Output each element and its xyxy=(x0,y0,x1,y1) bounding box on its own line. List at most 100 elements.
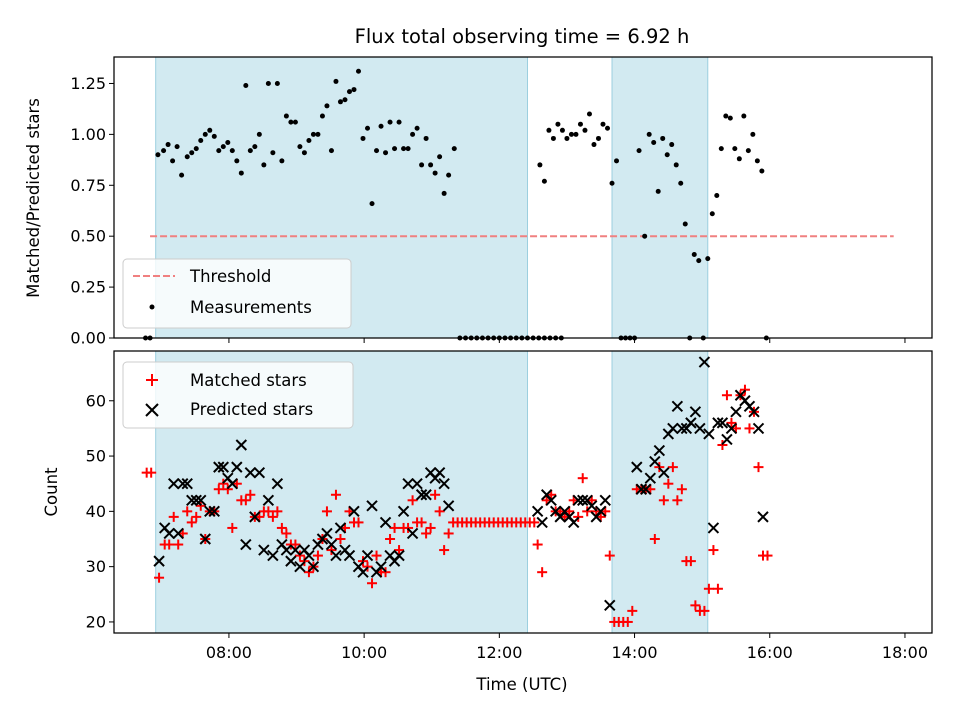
x-tick-label: 10:00 xyxy=(341,643,387,662)
x-axis-label: Time (UTC) xyxy=(475,675,567,694)
measurement-point xyxy=(265,80,271,86)
measurement-point xyxy=(378,123,384,129)
predicted-stars-point xyxy=(366,500,378,512)
counts-legend-box xyxy=(122,361,354,429)
predicted-stars-point xyxy=(635,483,648,495)
measurement-point xyxy=(342,97,348,103)
counts-legend: Matched stars Predicted stars xyxy=(122,361,354,429)
measurement-point xyxy=(664,152,670,158)
predicted-stars-point xyxy=(725,422,738,435)
measurement-point xyxy=(207,127,213,133)
measurement-point xyxy=(174,144,180,150)
measurements-legend-label: Measurements xyxy=(190,298,312,317)
matched-stars-point xyxy=(272,506,283,517)
matched-stars-point xyxy=(326,545,337,556)
matched-stars-point xyxy=(685,556,696,567)
matched-stars-point xyxy=(182,506,193,517)
predicted-stars-point xyxy=(595,505,607,518)
predicted-stars-point xyxy=(153,555,165,567)
matched-stars-point xyxy=(667,462,678,473)
predicted-stars-point xyxy=(707,522,720,534)
measurement-point xyxy=(432,170,438,176)
measurement-point xyxy=(229,148,235,154)
predicted-stars-point xyxy=(667,422,679,435)
measurement-point xyxy=(754,158,760,164)
measurement-point xyxy=(292,119,298,125)
predicted-stars-point xyxy=(348,505,360,518)
matched-stars-point xyxy=(330,489,341,500)
matched-stars-point xyxy=(353,517,364,528)
matched-stars-point xyxy=(690,600,701,611)
measurement-point xyxy=(184,154,190,160)
x-tick-label: 08:00 xyxy=(206,643,252,662)
predicted-stars-point xyxy=(181,477,193,490)
predicted-stars-point xyxy=(357,566,369,578)
predicted-stars-point xyxy=(217,461,229,473)
matched-stars-point xyxy=(577,473,588,484)
ratio-y-axis: 0.00 0.25 0.50 0.75 1.00 1.25 xyxy=(70,74,114,348)
y-tick-label: 0.75 xyxy=(70,176,106,195)
matched-stars-point xyxy=(222,484,233,495)
matched-stars-point xyxy=(186,517,197,528)
predicted-stars-point xyxy=(199,533,211,545)
measurement-point xyxy=(437,154,443,160)
matched-stars-point xyxy=(537,567,548,578)
matched-stars-point xyxy=(245,489,256,500)
measurement-point xyxy=(306,137,312,143)
measurement-point xyxy=(718,146,724,152)
predicted-stars-point xyxy=(343,549,356,562)
predicted-stars-point xyxy=(244,466,257,479)
measurement-point xyxy=(714,192,720,198)
predicted-stars-point xyxy=(379,516,392,529)
predicted-stars-point xyxy=(420,489,432,501)
measurement-point xyxy=(355,68,361,74)
predicted-stars-point xyxy=(406,527,419,540)
matched-stars-point xyxy=(164,539,175,550)
predicted-stars-point xyxy=(721,433,733,446)
measurement-point xyxy=(732,146,738,152)
measurement-point xyxy=(446,172,452,178)
measurement-point xyxy=(369,201,375,207)
measurement-point xyxy=(614,158,620,164)
measurement-point xyxy=(428,162,434,168)
measurement-point xyxy=(234,158,240,164)
matched-stars-point xyxy=(367,578,378,589)
y-tick-label: 0.50 xyxy=(70,227,106,246)
counts-y-axis-label: Count xyxy=(42,467,61,517)
predicted-stars-point xyxy=(195,494,207,507)
matched-stars-point xyxy=(407,495,418,506)
y-tick-label: 0.00 xyxy=(70,329,106,348)
matched-stars-point xyxy=(371,550,382,561)
matched-stars-point xyxy=(604,550,615,561)
measurement-point xyxy=(283,113,289,119)
measurement-point xyxy=(609,180,615,186)
x-tick-label: 12:00 xyxy=(476,643,522,662)
predicted-stars-point xyxy=(572,494,584,507)
predicted-stars-point xyxy=(208,505,220,518)
predicted-stars-point xyxy=(177,477,189,490)
measurement-point xyxy=(252,144,258,150)
matched-stars-point xyxy=(195,500,206,511)
measurement-point xyxy=(165,142,171,148)
matched-stars-point xyxy=(582,506,593,517)
matched-stars-point xyxy=(294,550,305,561)
matched-stars-point xyxy=(663,478,674,489)
predicted-stars-point xyxy=(531,505,544,518)
predicted-stars-point xyxy=(361,549,374,562)
matched-stars-point xyxy=(191,511,202,522)
measurement-point xyxy=(337,99,343,105)
measurement-point xyxy=(745,148,751,154)
predicted-stars-point xyxy=(577,494,589,507)
matched-stars-point xyxy=(430,489,441,500)
measurement-point xyxy=(678,180,684,186)
measurement-point xyxy=(541,178,547,184)
measurement-point xyxy=(279,158,285,164)
x-tick-label: 18:00 xyxy=(882,643,928,662)
measurement-point xyxy=(451,146,457,152)
predicted-stars-point xyxy=(658,466,670,479)
measurement-point xyxy=(274,80,280,86)
predicted-stars-point xyxy=(240,538,252,551)
y-tick-label: 1.25 xyxy=(70,74,106,93)
matched-stars-point xyxy=(173,539,184,550)
predicted-stars-point xyxy=(289,544,302,556)
